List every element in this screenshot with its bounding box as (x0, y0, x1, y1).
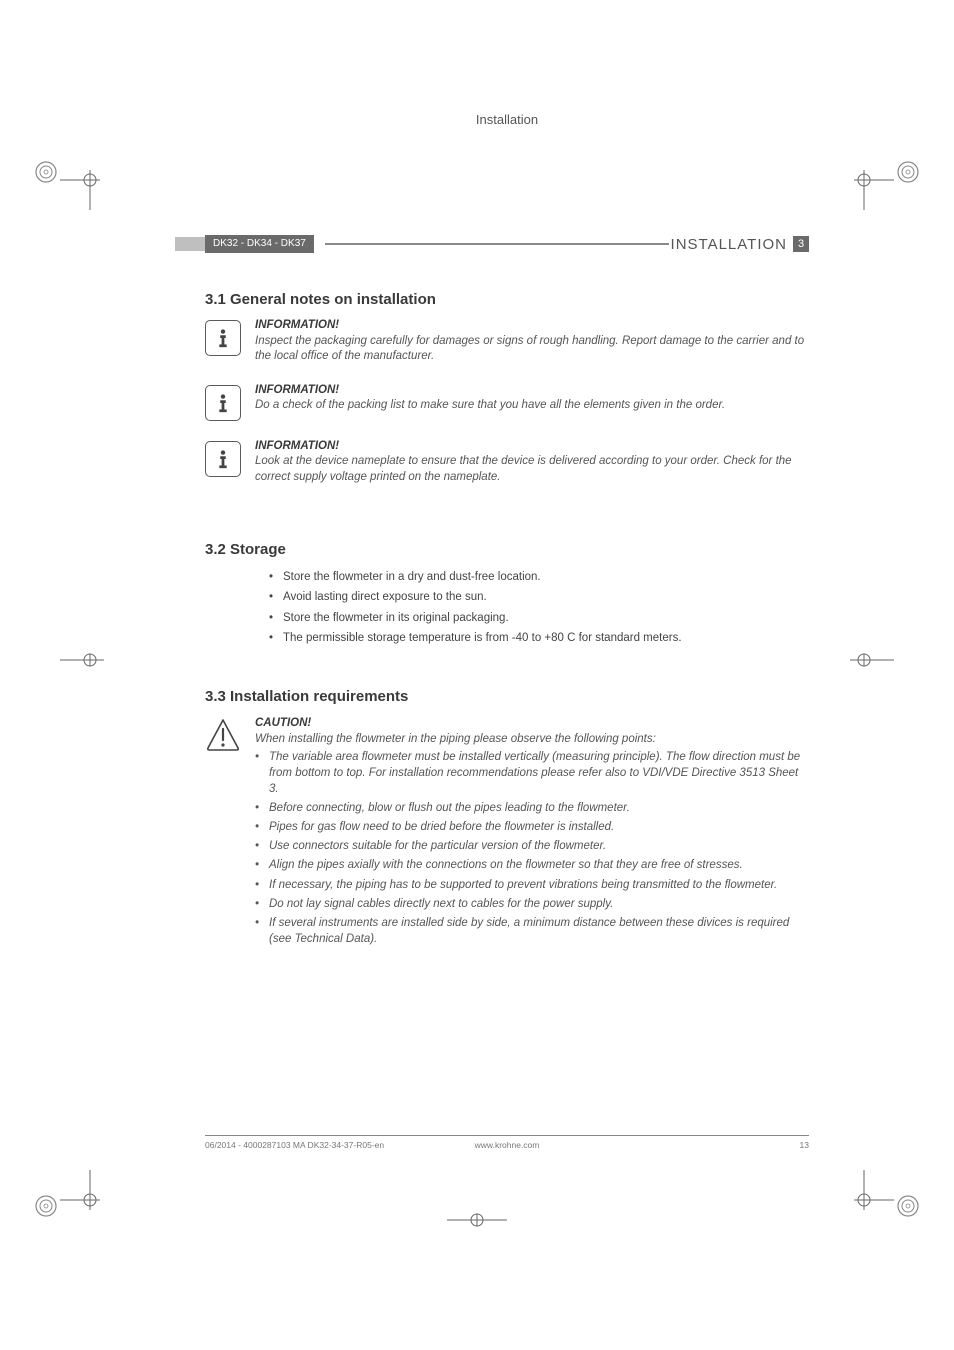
info-block-2: INFORMATION! Do a check of the packing l… (205, 383, 809, 421)
footer-center: www.krohne.com (475, 1140, 540, 1150)
list-item: Before connecting, blow or flush out the… (255, 800, 809, 816)
reg-bl (34, 1194, 58, 1218)
caution-icon (205, 717, 241, 753)
heading-3-1: 3.1 General notes on installation (205, 291, 809, 308)
page-footer: 06/2014 - 4000287103 MA DK32-34-37-R05-e… (205, 1135, 809, 1150)
info-label: INFORMATION! (255, 318, 809, 334)
info-icon (205, 441, 241, 477)
crop-mark-bl (60, 1170, 120, 1230)
list-item: If necessary, the piping has to be suppo… (255, 877, 809, 893)
footer-left: 06/2014 - 4000287103 MA DK32-34-37-R05-e… (205, 1140, 384, 1150)
crop-mark-tr (834, 150, 894, 210)
list-item: Use connectors suitable for the particul… (255, 838, 809, 854)
chapter-banner: DK32 - DK34 - DK37 INSTALLATION 3 (205, 235, 809, 255)
list-item: Avoid lasting direct exposure to the sun… (269, 588, 809, 606)
info-label: INFORMATION! (255, 439, 809, 455)
crop-mark-ml (60, 630, 120, 690)
caution-label: CAUTION! (255, 715, 809, 731)
list-item: Align the pipes axially with the connect… (255, 857, 809, 873)
info-icon (205, 320, 241, 356)
reg-br (896, 1194, 920, 1218)
info-text: Look at the device nameplate to ensure t… (255, 455, 792, 483)
info-label: INFORMATION! (255, 383, 809, 399)
info-block-3: INFORMATION! Look at the device nameplat… (205, 439, 809, 486)
heading-3-2: 3.2 Storage (205, 541, 809, 558)
crop-mark-mr (834, 630, 894, 690)
banner-title: INSTALLATION (671, 236, 787, 253)
heading-3-3: 3.3 Installation requirements (205, 688, 809, 705)
caution-list: The variable area flowmeter must be inst… (255, 749, 809, 947)
storage-list: Store the flowmeter in a dry and dust-fr… (269, 568, 809, 648)
list-item: The permissible storage temperature is f… (269, 629, 809, 647)
caution-intro: When installing the flowmeter in the pip… (255, 733, 656, 745)
crop-mark-tl (60, 150, 120, 210)
list-item: Store the flowmeter in a dry and dust-fr… (269, 568, 809, 586)
footer-pagenum: 13 (800, 1140, 809, 1150)
list-item: If several instruments are installed sid… (255, 915, 809, 947)
caution-block: CAUTION! When installing the flowmeter i… (205, 715, 809, 950)
crop-mark-bc (447, 1190, 507, 1250)
crop-mark-br (834, 1170, 894, 1230)
list-item: Pipes for gas flow need to be dried befo… (255, 819, 809, 835)
banner-chapter-num: 3 (793, 236, 809, 252)
info-icon (205, 385, 241, 421)
reg-tl (34, 160, 58, 184)
banner-lead (175, 237, 205, 251)
list-item: The variable area flowmeter must be inst… (255, 749, 809, 797)
reg-tr (896, 160, 920, 184)
list-item: Store the flowmeter in its original pack… (269, 609, 809, 627)
info-block-1: INFORMATION! Inspect the packaging caref… (205, 318, 809, 365)
banner-rule (325, 243, 669, 245)
info-text: Do a check of the packing list to make s… (255, 399, 725, 411)
info-text: Inspect the packaging carefully for dama… (255, 335, 804, 363)
running-head: Installation (205, 112, 809, 127)
list-item: Do not lay signal cables directly next t… (255, 896, 809, 912)
banner-product: DK32 - DK34 - DK37 (205, 235, 314, 253)
